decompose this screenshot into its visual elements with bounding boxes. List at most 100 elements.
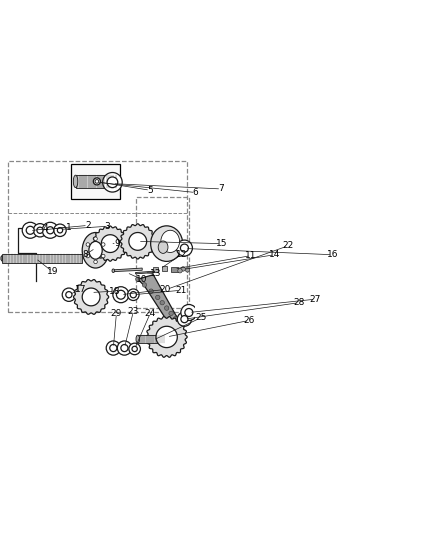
- Polygon shape: [2, 254, 82, 263]
- Polygon shape: [74, 280, 109, 314]
- Text: 2: 2: [85, 221, 91, 230]
- Circle shape: [178, 322, 182, 326]
- Text: 17: 17: [75, 285, 87, 294]
- Circle shape: [62, 288, 75, 301]
- Text: 23: 23: [127, 307, 139, 316]
- Ellipse shape: [112, 269, 115, 272]
- Polygon shape: [1, 255, 2, 261]
- Ellipse shape: [89, 241, 102, 259]
- Text: 14: 14: [269, 250, 280, 259]
- Polygon shape: [146, 317, 187, 357]
- Circle shape: [106, 341, 120, 355]
- Circle shape: [180, 244, 188, 252]
- Circle shape: [178, 269, 182, 273]
- Text: 28: 28: [293, 298, 304, 307]
- Text: 18: 18: [109, 287, 120, 296]
- Circle shape: [107, 177, 118, 188]
- Circle shape: [110, 344, 117, 352]
- Polygon shape: [71, 164, 120, 199]
- Text: 27: 27: [310, 295, 321, 304]
- Circle shape: [129, 343, 141, 355]
- Circle shape: [94, 237, 97, 240]
- Text: 10: 10: [136, 274, 147, 284]
- Circle shape: [177, 312, 191, 326]
- Circle shape: [86, 254, 90, 258]
- Circle shape: [181, 266, 185, 271]
- Circle shape: [155, 295, 160, 300]
- Circle shape: [121, 344, 128, 352]
- Polygon shape: [162, 266, 166, 271]
- Ellipse shape: [73, 175, 78, 188]
- Polygon shape: [101, 235, 119, 253]
- Circle shape: [47, 227, 54, 234]
- Circle shape: [102, 243, 105, 246]
- Polygon shape: [113, 268, 142, 272]
- Circle shape: [181, 304, 197, 320]
- Circle shape: [135, 277, 140, 281]
- Text: 4: 4: [42, 224, 48, 233]
- Ellipse shape: [161, 230, 180, 253]
- Polygon shape: [138, 274, 184, 330]
- Text: 3: 3: [105, 222, 110, 231]
- Circle shape: [130, 292, 136, 298]
- Circle shape: [26, 227, 34, 235]
- Circle shape: [169, 311, 173, 316]
- Polygon shape: [82, 288, 100, 306]
- Circle shape: [22, 222, 38, 238]
- Circle shape: [181, 316, 188, 322]
- Text: 12: 12: [176, 250, 187, 259]
- Polygon shape: [120, 224, 155, 259]
- Polygon shape: [92, 226, 128, 261]
- Circle shape: [173, 317, 178, 321]
- Circle shape: [54, 224, 66, 237]
- Circle shape: [113, 287, 129, 303]
- Circle shape: [66, 292, 72, 298]
- Circle shape: [95, 180, 99, 183]
- Circle shape: [93, 178, 100, 185]
- Text: 7: 7: [219, 184, 224, 193]
- Text: 1: 1: [66, 223, 72, 232]
- Circle shape: [57, 228, 63, 233]
- Text: 19: 19: [47, 267, 58, 276]
- Text: 11: 11: [245, 251, 257, 260]
- Text: 8: 8: [82, 250, 88, 259]
- Text: 24: 24: [145, 309, 156, 318]
- Circle shape: [132, 346, 138, 352]
- Text: 6: 6: [193, 188, 198, 197]
- Ellipse shape: [136, 335, 140, 343]
- Circle shape: [117, 341, 131, 355]
- Polygon shape: [129, 232, 147, 251]
- Text: 26: 26: [243, 316, 254, 325]
- Text: 21: 21: [175, 286, 187, 295]
- Polygon shape: [135, 271, 155, 274]
- Polygon shape: [171, 267, 178, 272]
- Circle shape: [37, 227, 43, 233]
- Polygon shape: [75, 175, 117, 188]
- Circle shape: [117, 290, 125, 299]
- Circle shape: [185, 268, 190, 272]
- Text: 16: 16: [327, 250, 338, 259]
- Circle shape: [127, 289, 139, 301]
- Circle shape: [185, 309, 193, 317]
- Circle shape: [142, 282, 147, 287]
- Circle shape: [164, 306, 169, 310]
- Text: 5: 5: [147, 186, 153, 195]
- Text: 13: 13: [150, 269, 161, 278]
- Circle shape: [160, 301, 164, 305]
- Circle shape: [149, 289, 153, 293]
- Text: 9: 9: [114, 239, 120, 248]
- Circle shape: [86, 243, 90, 246]
- Circle shape: [102, 173, 122, 192]
- Ellipse shape: [151, 226, 183, 261]
- Circle shape: [102, 254, 105, 258]
- Circle shape: [33, 224, 47, 237]
- Text: 20: 20: [159, 285, 171, 294]
- Ellipse shape: [82, 232, 109, 268]
- Circle shape: [42, 222, 58, 238]
- Circle shape: [177, 240, 192, 256]
- Text: 22: 22: [283, 241, 293, 251]
- Polygon shape: [153, 267, 158, 272]
- Ellipse shape: [158, 241, 168, 253]
- Text: 15: 15: [215, 239, 227, 248]
- Circle shape: [94, 260, 97, 264]
